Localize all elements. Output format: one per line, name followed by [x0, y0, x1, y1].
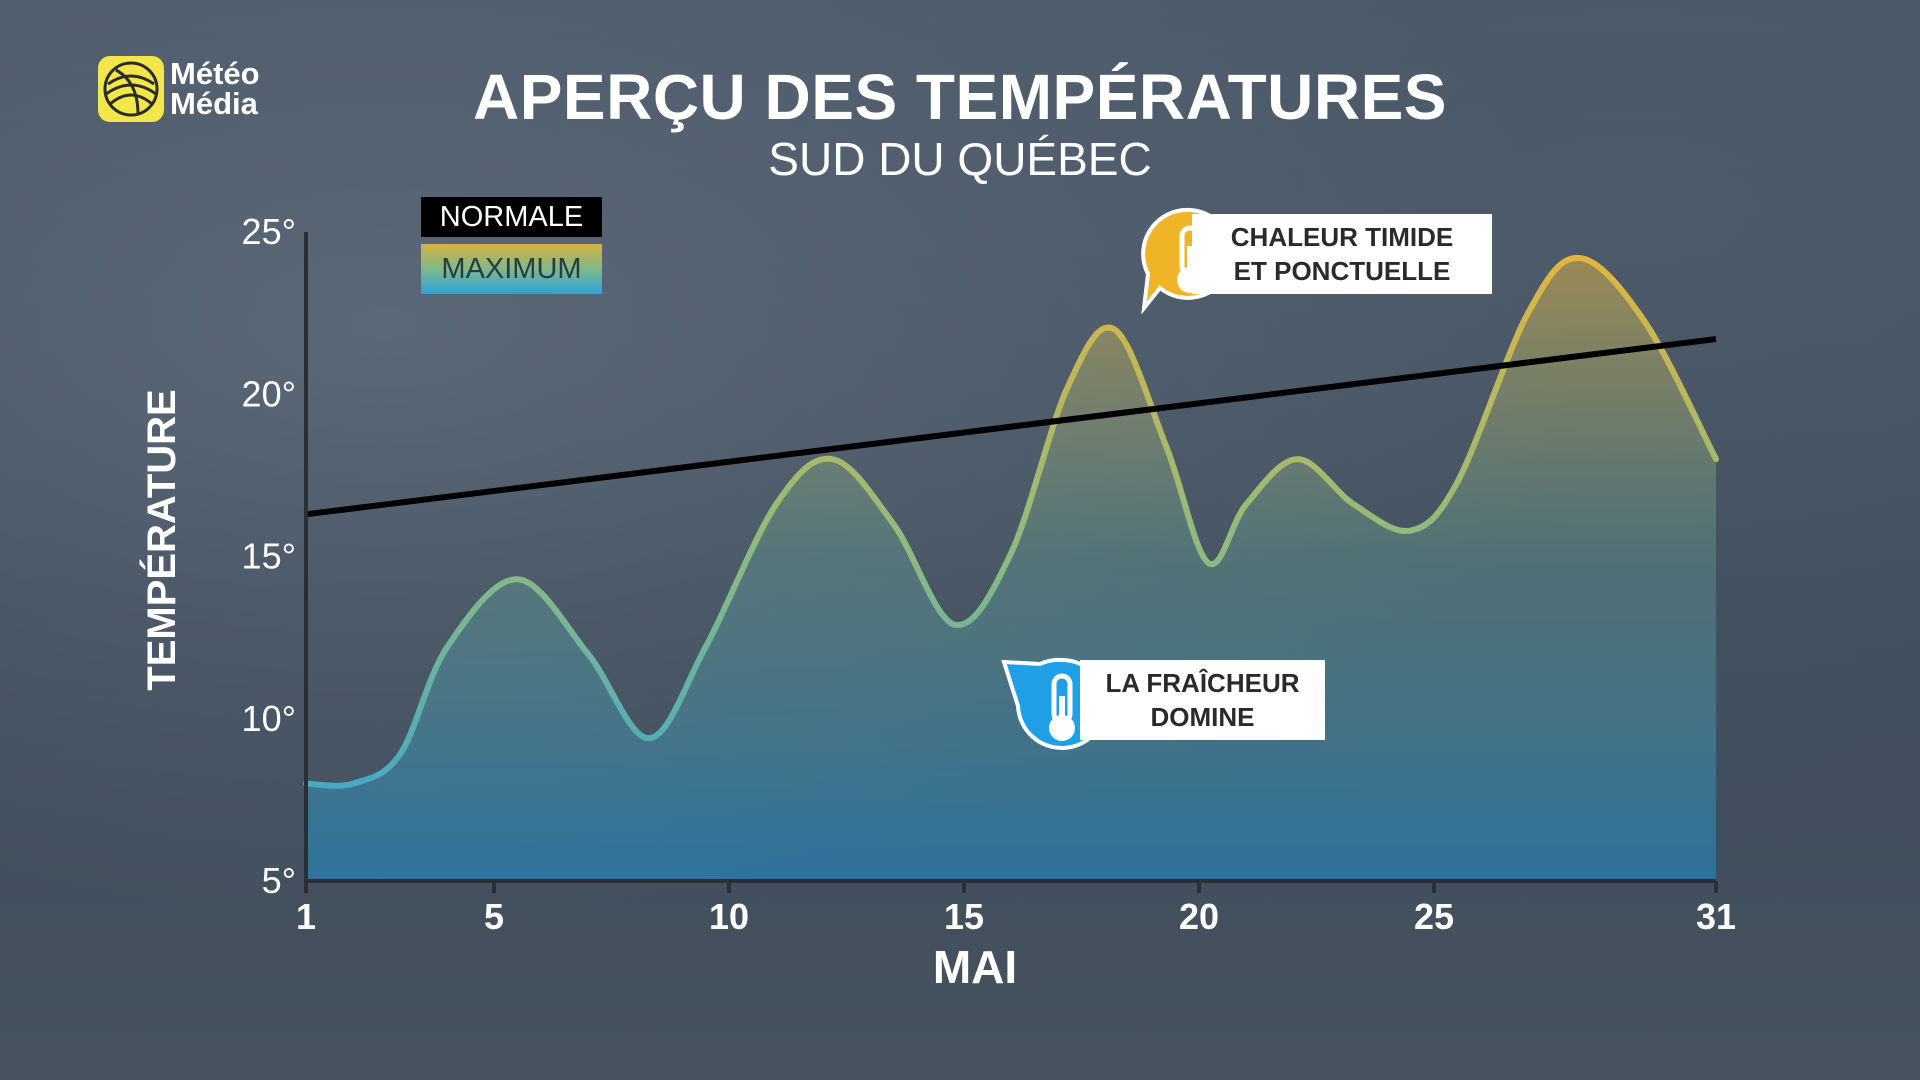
y-tick-label: 20°: [242, 373, 296, 414]
x-tick-label: 1: [296, 896, 316, 937]
x-tick-label: 15: [944, 896, 984, 937]
chart-subtitle: SUD DU QUÉBEC: [768, 133, 1152, 185]
brand-name-line1: Météo: [170, 56, 260, 91]
chart-title: APERÇU DES TEMPÉRATURES: [473, 61, 1447, 133]
y-tick-label: 10°: [242, 698, 296, 739]
callout-cool-line2: DOMINE: [1150, 702, 1255, 732]
y-tick-label: 15°: [242, 536, 296, 577]
maximum-area-fill: [306, 257, 1716, 881]
series-line-normale: [305, 336, 1717, 518]
globe-logo-icon: [98, 56, 164, 122]
x-axis-title: MAI: [932, 941, 1018, 993]
brand-name-line2: Média: [170, 86, 258, 121]
y-tick-label: 5°: [262, 860, 296, 901]
legend-normale: NORMALE: [421, 197, 602, 237]
y-axis-title: TEMPÉRATURE: [140, 389, 184, 691]
y-tick-label: 25°: [242, 211, 296, 252]
x-tick-label: 20: [1179, 896, 1219, 937]
callout-warm-line1: CHALEUR TIMIDE: [1230, 222, 1454, 252]
callout-warm: CHALEUR TIMIDE ET PONCTUELLE: [1192, 214, 1492, 294]
x-tick-label: 5: [484, 896, 504, 937]
x-tick-label: 31: [1696, 896, 1736, 937]
callout-warm-line2: ET PONCTUELLE: [1233, 256, 1451, 286]
callout-cool-line1: LA FRAÎCHEUR: [1105, 668, 1300, 698]
legend-maximum: MAXIMUM: [421, 244, 602, 294]
series-line-maximum: [303, 254, 1719, 789]
x-tick-label: 10: [709, 896, 749, 937]
callout-cool: LA FRAÎCHEUR DOMINE: [1080, 660, 1325, 740]
brand-logo: Météo Média: [98, 56, 260, 122]
x-tick-label: 25: [1414, 896, 1454, 937]
